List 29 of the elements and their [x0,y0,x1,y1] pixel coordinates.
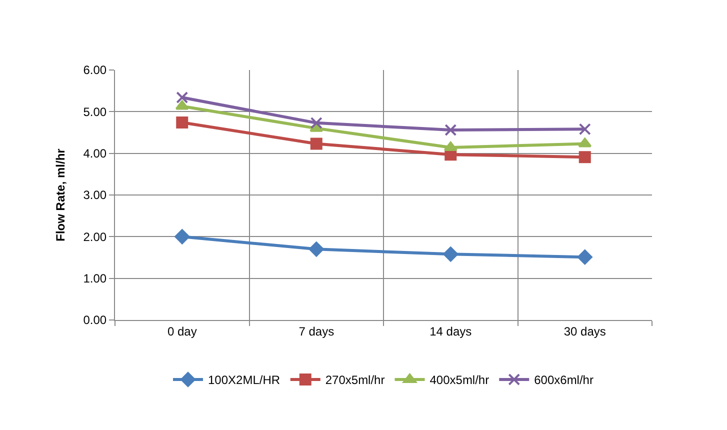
point [310,116,322,129]
x-tick-label: 30 days [564,324,606,338]
point [175,100,189,110]
y-tick-label: 4.00 [83,146,107,161]
x-tick-label: 14 days [430,324,472,338]
point [578,123,591,136]
y-axis-title: Flow Rate, ml/hr [54,148,68,242]
legend-label: 270x5ml/hr [325,373,385,388]
point [176,92,188,104]
legend-label: 600x6ml/hr [534,373,594,388]
x-tick-label: 7 days [298,324,334,338]
point [443,246,458,262]
point [578,151,591,164]
y-tick-label: 0.00 [83,313,107,328]
y-tick-label: 1.00 [83,272,107,286]
legend-label: 400x5ml/hr [430,373,490,388]
legend-label: 100X2ML/HR [208,373,280,388]
point [577,250,592,265]
y-tick-label: 3.00 [83,188,107,202]
x-tick-label: 0 day [167,324,197,338]
point [174,229,190,244]
y-tick-label: 2.00 [83,230,107,244]
point [578,138,592,148]
y-tick-label: 6.00 [83,63,107,78]
point [308,242,324,257]
point [444,124,457,136]
point [310,138,322,150]
y-tick-label: 5.00 [83,104,107,119]
point [176,116,188,128]
